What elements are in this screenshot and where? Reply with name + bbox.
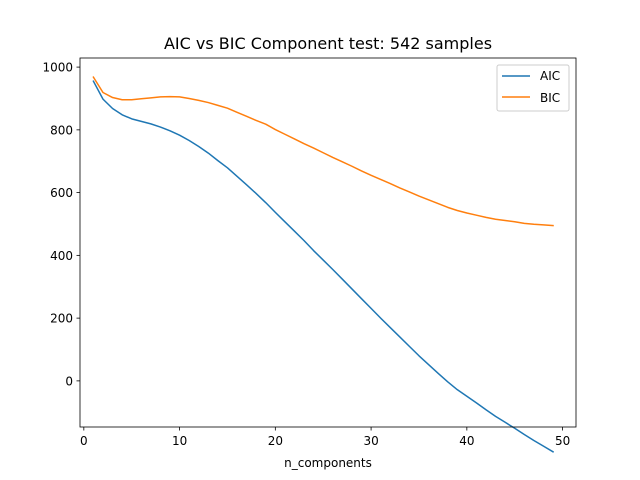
series-line-aic — [92, 80, 555, 453]
y-tick-label: 600 — [50, 186, 73, 200]
chart-title: AIC vs BIC Component test: 542 samples — [164, 34, 492, 53]
axis-ticks: 0 10 20 30 40 50 0 200 400 600 800 1000 — [42, 61, 570, 448]
legend-label-aic: AIC — [540, 69, 560, 83]
series-line-bic — [92, 76, 554, 227]
x-axis-label: n_components — [284, 456, 372, 470]
y-tick-label: 400 — [50, 249, 73, 263]
x-tick-label: 10 — [172, 434, 187, 448]
y-tick-label: 200 — [50, 312, 73, 326]
legend: AIC BIC — [496, 64, 570, 112]
y-tick-label: 0 — [65, 374, 73, 388]
y-tick-label: 1000 — [42, 61, 73, 75]
legend-label-bic: BIC — [540, 91, 560, 105]
x-tick-label: 20 — [268, 434, 283, 448]
x-tick-label: 30 — [363, 434, 378, 448]
x-tick-label: 40 — [459, 434, 474, 448]
axes-frame — [79, 57, 577, 428]
x-tick-label: 0 — [80, 434, 88, 448]
plot-area — [92, 76, 555, 453]
y-tick-label: 800 — [50, 123, 73, 137]
x-tick-label: 50 — [555, 434, 570, 448]
